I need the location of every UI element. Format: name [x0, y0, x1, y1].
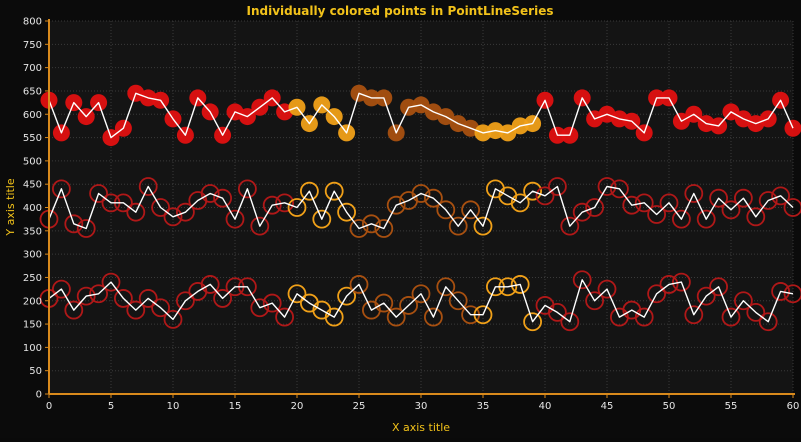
y-axis-title: Y axis title [4, 178, 17, 236]
y-tick-label: 250 [23, 273, 42, 284]
y-tick-label: 0 [36, 390, 42, 401]
x-tick-label: 10 [167, 401, 180, 412]
y-tick-label: 100 [23, 343, 42, 354]
y-tick-label: 500 [23, 156, 42, 167]
x-tick-label: 45 [601, 401, 614, 412]
y-tick-label: 550 [23, 133, 42, 144]
y-tick-label: 400 [23, 203, 42, 214]
chart-title: Individually colored points in PointLine… [247, 4, 554, 18]
y-tick-label: 450 [23, 180, 42, 191]
x-tick-label: 0 [46, 401, 52, 412]
x-tick-label: 55 [725, 401, 738, 412]
y-tick-label: 650 [23, 86, 42, 97]
x-tick-label: 50 [663, 401, 676, 412]
y-tick-label: 600 [23, 110, 42, 121]
y-tick-label: 800 [23, 17, 42, 28]
y-tick-label: 750 [23, 40, 42, 51]
y-tick-label: 350 [23, 226, 42, 237]
x-tick-label: 25 [353, 401, 366, 412]
x-tick-label: 40 [539, 401, 552, 412]
x-tick-label: 5 [108, 401, 114, 412]
y-tick-label: 200 [23, 296, 42, 307]
x-tick-label: 20 [291, 401, 304, 412]
x-tick-label: 35 [477, 401, 490, 412]
y-tick-label: 700 [23, 63, 42, 74]
y-tick-label: 300 [23, 250, 42, 261]
y-tick-label: 50 [29, 366, 42, 377]
x-axis-title: X axis title [392, 421, 450, 434]
y-tick-label: 150 [23, 320, 42, 331]
x-tick-label: 30 [415, 401, 428, 412]
x-tick-label: 15 [229, 401, 242, 412]
x-tick-label: 60 [787, 401, 800, 412]
